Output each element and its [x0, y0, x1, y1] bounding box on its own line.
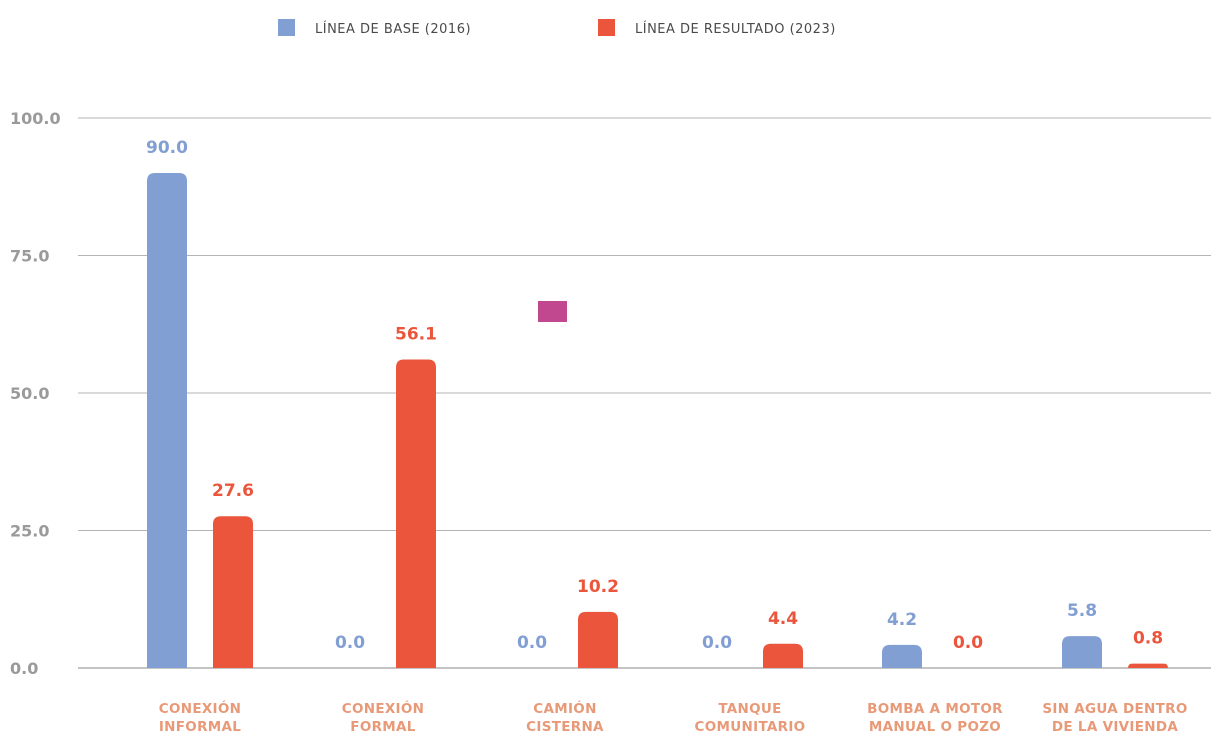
category-label: CONEXIÓN FORMAL [342, 699, 425, 735]
category-label-line: SIN AGUA DENTRO [1042, 701, 1187, 717]
gridlines [78, 117, 1211, 669]
y-tick-label: 25.0 [10, 522, 49, 541]
y-tick-label: 100.0 [10, 109, 61, 128]
decorations [538, 301, 567, 322]
bar [213, 516, 253, 668]
y-tick-label: 50.0 [10, 384, 49, 403]
bar [1062, 636, 1102, 668]
legend-swatch [278, 19, 295, 36]
category-label: BOMBA A MOTOR MANUAL O POZO [867, 701, 1003, 735]
legend-label: LÍNEA DE BASE (2016) [315, 21, 471, 37]
category-label-line: DE LA VIVIENDA [1052, 719, 1178, 735]
category-label: CONEXIÓN INFORMAL [159, 699, 242, 735]
x-axis-category-labels: CONEXIÓN INFORMAL CONEXIÓN FORMAL CAMIÓN CIST… [159, 699, 1188, 735]
data-label: 0.0 [953, 633, 983, 653]
data-label: 5.8 [1067, 601, 1097, 621]
category-label-line: CAMIÓN [533, 699, 596, 717]
category-label-line: INFORMAL [159, 719, 241, 735]
category-label-line: CISTERNA [526, 719, 604, 735]
data-label: 10.2 [577, 577, 619, 597]
category-label-line: COMUNITARIO [695, 719, 806, 735]
legend: LÍNEA DE BASE (2016) LÍNEA DE RESULTADO (… [278, 19, 836, 37]
data-label: 90.0 [146, 138, 188, 158]
data-label: 4.2 [887, 610, 917, 630]
bar [147, 173, 187, 668]
data-label: 0.0 [335, 633, 365, 653]
bar [1128, 663, 1168, 668]
category-label: CAMIÓN CISTERNA [526, 699, 604, 735]
category-label-line: TANQUE [718, 701, 781, 717]
y-tick-label: 0.0 [10, 659, 38, 678]
bar [396, 359, 436, 668]
legend-swatch [598, 19, 615, 36]
y-axis-ticks: 0.0 25.0 50.0 75.0 100.0 [10, 109, 61, 678]
data-label: 4.4 [768, 609, 798, 629]
category-label: TANQUE COMUNITARIO [695, 701, 806, 735]
value-labels: 90.0 0.0 0.0 0.0 4.2 5.8 27.6 56.1 10.2 4.4 0.0 0.8 [146, 138, 1163, 653]
bar [578, 611, 618, 668]
data-label: 0.8 [1133, 629, 1163, 649]
data-label: 27.6 [212, 481, 254, 501]
category-label-line: CONEXIÓN [159, 699, 242, 717]
category-label-line: CONEXIÓN [342, 699, 425, 717]
marker-square [538, 301, 567, 322]
data-label: 0.0 [702, 633, 732, 653]
category-label-line: BOMBA A MOTOR [867, 701, 1003, 717]
legend-label: LÍNEA DE RESULTADO (2023) [635, 21, 836, 37]
category-label-line: MANUAL O POZO [869, 719, 1001, 735]
category-label: SIN AGUA DENTRO DE LA VIVIENDA [1042, 701, 1187, 735]
bar [882, 644, 922, 668]
category-label-line: FORMAL [350, 719, 415, 735]
data-label: 56.1 [395, 324, 437, 344]
y-tick-label: 75.0 [10, 247, 49, 266]
bars [147, 173, 1168, 668]
bar [763, 643, 803, 668]
data-label: 0.0 [517, 633, 547, 653]
